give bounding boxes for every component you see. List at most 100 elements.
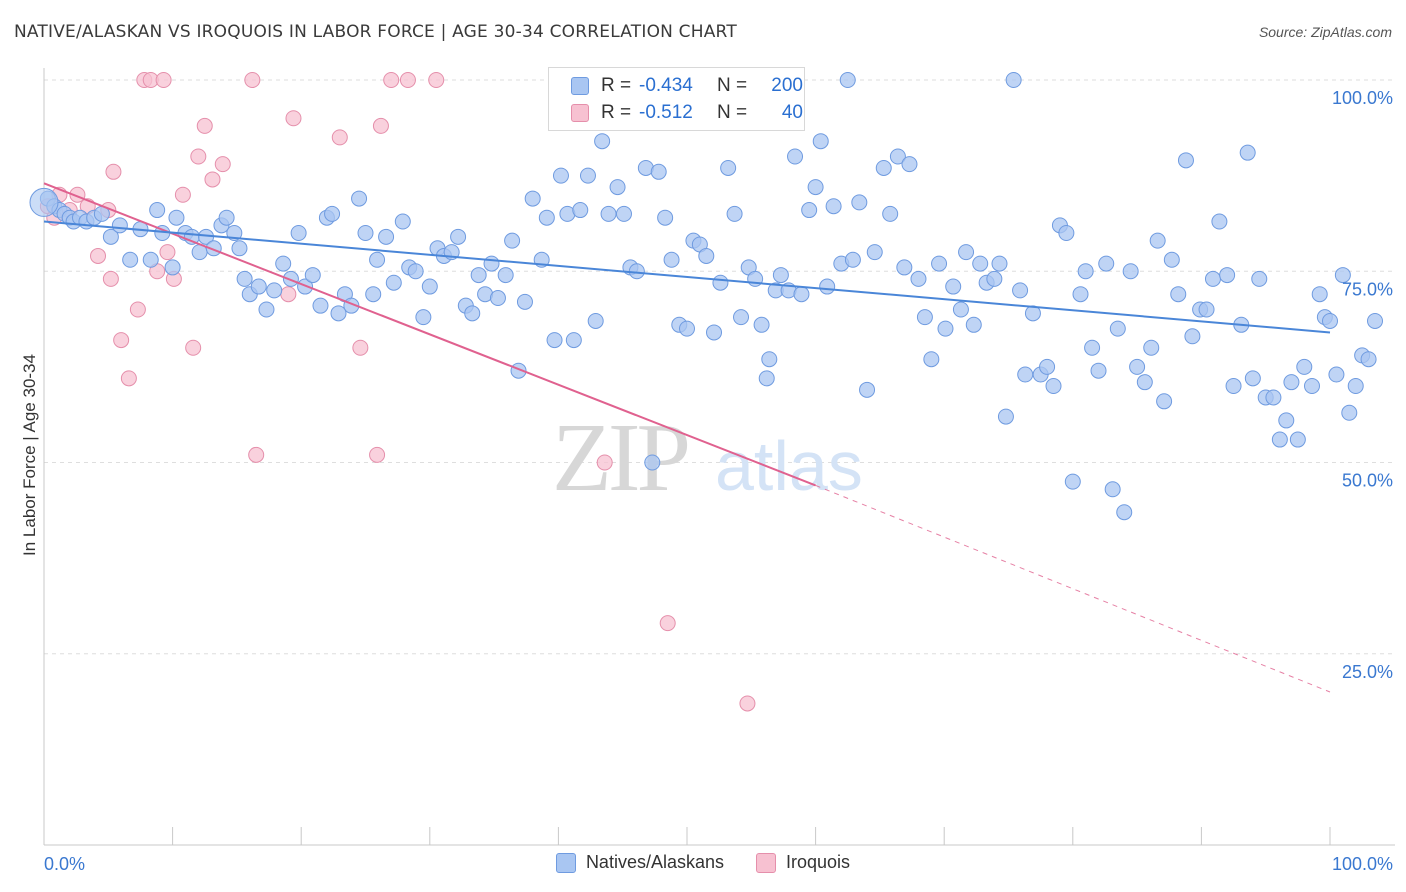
natives-point bbox=[1347, 378, 1364, 394]
legend-swatch-iroquois bbox=[571, 104, 589, 122]
natives-point bbox=[1239, 144, 1256, 161]
iroquois-point bbox=[244, 72, 261, 88]
natives-point bbox=[1005, 72, 1022, 88]
natives-point bbox=[1198, 301, 1215, 318]
natives-point bbox=[706, 324, 723, 341]
trend-lines bbox=[43, 182, 1331, 693]
natives-point bbox=[851, 194, 868, 211]
natives-point bbox=[1084, 339, 1101, 356]
natives-point bbox=[394, 213, 411, 230]
natives-point bbox=[901, 156, 918, 173]
natives-point bbox=[698, 247, 715, 264]
natives-point bbox=[1072, 286, 1089, 303]
natives-point bbox=[407, 263, 424, 280]
natives-point bbox=[1184, 328, 1201, 345]
natives-point bbox=[142, 251, 159, 268]
natives-point bbox=[615, 205, 632, 222]
natives-point bbox=[572, 202, 589, 219]
natives-point bbox=[415, 309, 432, 326]
natives-point bbox=[1367, 312, 1384, 329]
natives-point bbox=[236, 270, 253, 287]
natives-point bbox=[1289, 431, 1306, 448]
iroquois-point bbox=[285, 110, 302, 127]
natives-point bbox=[910, 270, 927, 287]
watermark: ZIP atlas bbox=[552, 404, 863, 512]
natives-point bbox=[290, 225, 307, 241]
natives-point bbox=[587, 312, 604, 329]
natives-point bbox=[1058, 225, 1075, 241]
natives-point bbox=[952, 301, 969, 318]
natives-point bbox=[1017, 366, 1034, 383]
iroquois-point bbox=[352, 339, 369, 356]
natives-point bbox=[304, 267, 321, 284]
y-tick-label: 25.0% bbox=[1342, 662, 1393, 682]
natives-point bbox=[1328, 366, 1345, 383]
natives-point bbox=[111, 217, 128, 234]
natives-point bbox=[1283, 374, 1300, 391]
natives-point bbox=[896, 259, 913, 276]
iroquois-point bbox=[372, 117, 389, 134]
source-note: Source: ZipAtlas.com bbox=[1258, 24, 1392, 40]
natives-point bbox=[679, 320, 695, 337]
natives-point bbox=[1143, 339, 1160, 356]
legend-swatch-iroquois bbox=[756, 852, 776, 873]
natives-point bbox=[546, 332, 563, 349]
natives-point bbox=[600, 205, 617, 222]
natives-point bbox=[1039, 358, 1056, 375]
natives-point bbox=[164, 259, 181, 276]
iroquois-point bbox=[196, 117, 213, 134]
iroquois-point bbox=[120, 370, 137, 387]
natives-point bbox=[720, 159, 737, 176]
iroquois-point bbox=[159, 244, 176, 261]
legend-swatch-natives bbox=[571, 77, 589, 95]
natives-point bbox=[483, 255, 500, 272]
natives-point bbox=[1090, 362, 1107, 379]
natives-point bbox=[991, 255, 1008, 272]
iroquois-point bbox=[399, 72, 416, 88]
natives-point bbox=[1265, 389, 1282, 406]
iroquois-point bbox=[129, 301, 146, 318]
legend-item-natives: Natives/Alaskans bbox=[555, 852, 724, 873]
natives-point bbox=[931, 255, 948, 272]
watermark-zip: ZIP bbox=[552, 404, 687, 512]
iroquois-point bbox=[105, 163, 122, 180]
natives-point bbox=[866, 244, 883, 261]
natives-point bbox=[1322, 312, 1338, 329]
natives-point bbox=[1104, 481, 1121, 498]
natives-point bbox=[807, 179, 824, 196]
natives-point bbox=[524, 190, 541, 207]
natives-point bbox=[231, 240, 248, 257]
natives-points bbox=[29, 72, 1384, 521]
natives-point bbox=[1064, 473, 1081, 490]
natives-point bbox=[1211, 213, 1228, 230]
natives-point bbox=[1170, 286, 1187, 303]
natives-point bbox=[324, 205, 341, 222]
natives-point bbox=[385, 274, 402, 291]
natives-point bbox=[712, 274, 729, 291]
natives-point bbox=[644, 454, 661, 471]
legend-n-label: N = bbox=[717, 102, 748, 123]
natives-point-cluster bbox=[29, 187, 59, 217]
iroquois-point bbox=[155, 72, 172, 88]
natives-point bbox=[250, 278, 267, 295]
iroquois-point bbox=[739, 695, 756, 712]
natives-point bbox=[1251, 270, 1268, 287]
natives-point bbox=[1109, 320, 1126, 337]
y-tick-label: 100.0% bbox=[1332, 88, 1393, 108]
legend-row-natives: R = -0.434 N = 200 bbox=[571, 73, 803, 99]
natives-point bbox=[1136, 374, 1153, 391]
natives-point bbox=[464, 305, 481, 322]
y-axis-label: In Labor Force | Age 30-34 bbox=[20, 354, 39, 556]
natives-point bbox=[819, 278, 836, 295]
natives-point bbox=[579, 167, 596, 184]
natives-point bbox=[1311, 286, 1328, 303]
natives-point bbox=[369, 251, 386, 268]
iroquois-point bbox=[659, 615, 676, 632]
natives-point bbox=[1129, 358, 1146, 375]
natives-point bbox=[312, 297, 329, 314]
natives-point bbox=[1360, 351, 1377, 368]
natives-point bbox=[733, 309, 750, 326]
natives-point bbox=[923, 351, 940, 368]
y-tick-label: 75.0% bbox=[1342, 279, 1393, 299]
